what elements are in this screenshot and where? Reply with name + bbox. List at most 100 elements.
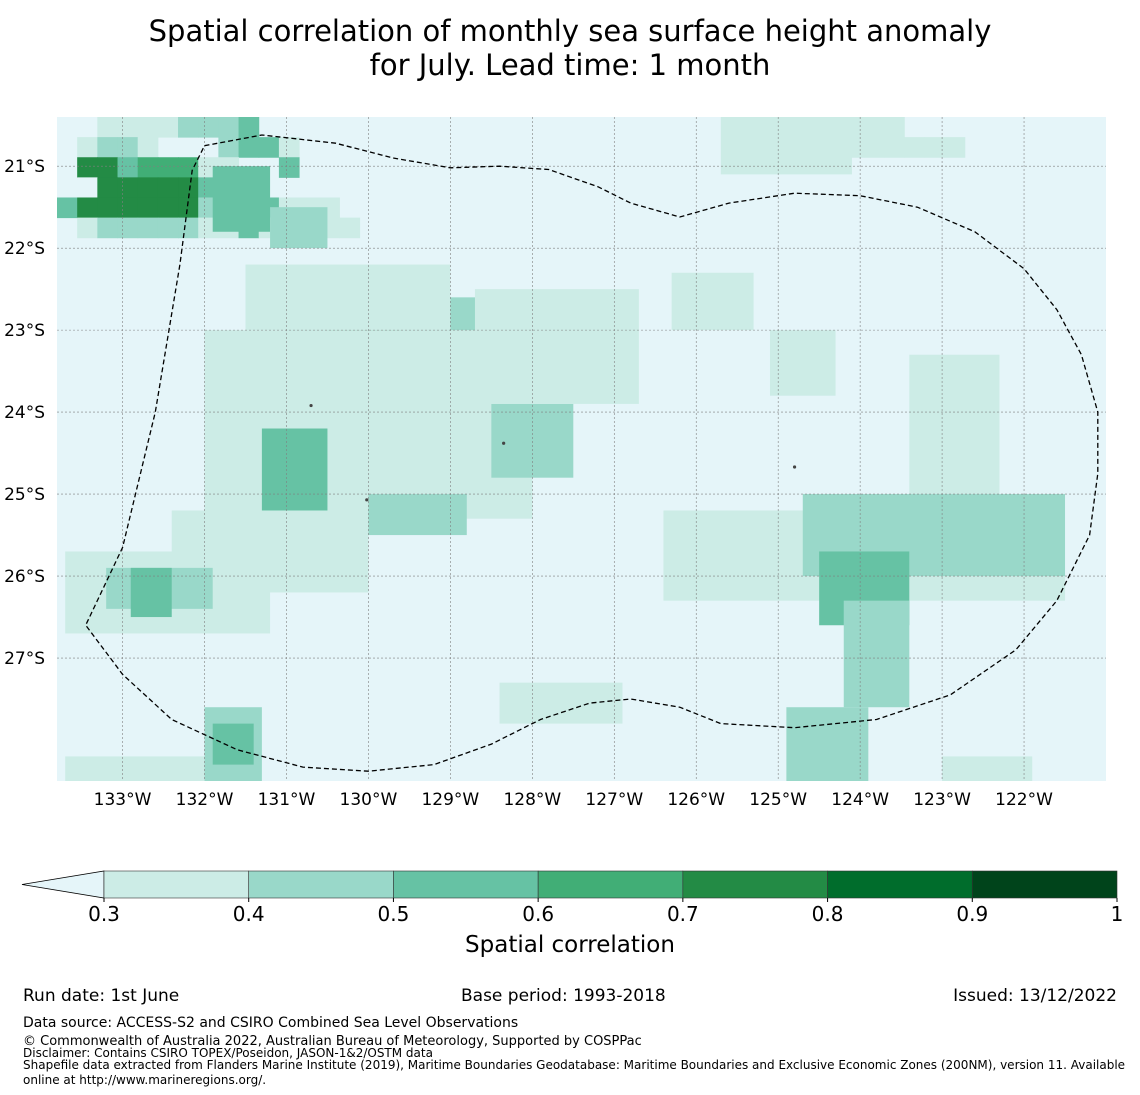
x-tick-label: 131°W <box>258 790 316 810</box>
correlation-cell <box>157 157 179 178</box>
base-period: Base period: 1993-2018 <box>461 986 666 1006</box>
correlation-patch <box>65 756 205 781</box>
y-tick-label: 22°S <box>4 239 45 259</box>
issued-date: Issued: 13/12/2022 <box>953 986 1117 1006</box>
correlation-cell <box>238 137 260 158</box>
copyright-notice: © Commonwealth of Australia 2022, Austra… <box>23 1034 642 1049</box>
correlation-cell <box>117 177 139 198</box>
correlation-cell <box>117 217 139 239</box>
colorbar-swatch <box>682 870 828 899</box>
x-tick-label: 125°W <box>749 790 807 810</box>
data-source: Data source: ACCESS-S2 and CSIRO Combine… <box>23 1015 519 1031</box>
colorbar-tick-label: 0.6 <box>522 902 554 926</box>
correlation-cell <box>137 137 159 158</box>
correlation-patch <box>942 756 1033 781</box>
correlation-patch <box>499 682 623 724</box>
correlation-cell <box>238 117 260 138</box>
x-tick-label: 132°W <box>176 790 234 810</box>
correlation-cell <box>863 117 885 138</box>
colorbar-tick-label: 0.7 <box>667 902 699 926</box>
correlation-cell <box>944 137 966 158</box>
correlation-cell <box>137 177 159 198</box>
correlation-patch <box>245 264 451 331</box>
island-marker <box>502 441 506 445</box>
correlation-patch <box>769 330 836 396</box>
correlation-cell <box>339 217 361 239</box>
correlation-cell <box>117 157 139 178</box>
eez-boundary <box>84 134 1099 772</box>
correlation-cell <box>884 117 905 138</box>
correlation-cell <box>218 137 240 158</box>
correlation-cell <box>178 197 199 219</box>
correlation-cell <box>157 197 179 219</box>
correlation-cell <box>97 177 119 198</box>
y-tick-label: 21°S <box>4 157 45 177</box>
y-tick-label: 26°S <box>4 567 45 587</box>
correlation-cell <box>137 157 159 178</box>
correlation-patch <box>474 289 639 404</box>
correlation-patch <box>368 494 467 536</box>
gridlines <box>57 117 1106 781</box>
x-tick-label: 129°W <box>421 790 479 810</box>
correlation-cell <box>97 157 119 178</box>
correlation-cell <box>77 157 98 178</box>
colorbar-tick-label: 0.4 <box>233 902 265 926</box>
correlation-cell <box>137 217 159 239</box>
colorbar-swatch <box>537 870 684 899</box>
correlation-patch <box>212 723 254 765</box>
colorbar-swatch <box>103 870 250 899</box>
correlation-cell <box>924 137 946 158</box>
colorbar-swatch <box>827 870 973 899</box>
colorbar-swatch <box>248 870 394 899</box>
x-tick-label: 124°W <box>831 790 889 810</box>
correlation-cell <box>198 117 219 138</box>
correlation-cell <box>904 137 925 158</box>
shapefile-credit-line-1: Shapefile data extracted from Flanders M… <box>23 1058 1126 1072</box>
correlation-patch <box>130 567 172 618</box>
correlation-patch <box>212 166 271 232</box>
y-tick-label: 25°S <box>4 485 45 505</box>
correlation-cell <box>117 197 139 219</box>
y-tick-label: 24°S <box>4 403 45 423</box>
x-tick-label: 127°W <box>585 790 643 810</box>
x-tick-label: 123°W <box>913 790 971 810</box>
x-tick-label: 122°W <box>995 790 1053 810</box>
correlation-patch <box>720 117 852 175</box>
correlation-patch <box>270 207 328 249</box>
colorbar-tick-label: 0.8 <box>812 902 844 926</box>
colorbar-label: Spatial correlation <box>465 932 675 958</box>
y-tick-label: 27°S <box>4 649 45 669</box>
correlation-cell <box>157 217 179 239</box>
correlation-cell <box>117 137 139 158</box>
correlation-cell <box>57 197 78 219</box>
correlation-cell <box>97 117 119 138</box>
correlation-cell <box>178 217 199 239</box>
shapefile-credit-line-2: online at http://www.marineregions.org/. <box>23 1073 267 1087</box>
chart-title-line-2: for July. Lead time: 1 month <box>369 48 771 82</box>
correlation-patch <box>909 354 1000 495</box>
correlation-cell <box>178 117 199 138</box>
correlation-cell <box>178 177 199 198</box>
x-tick-label: 133°W <box>94 790 152 810</box>
correlation-cell <box>97 137 119 158</box>
correlation-cell <box>178 157 199 178</box>
correlation-cell <box>77 177 98 198</box>
correlation-cell <box>258 137 280 158</box>
colorbar-tick-label: 1 <box>1111 902 1124 926</box>
run-date: Run date: 1st June <box>23 986 180 1006</box>
correlation-map: 133°W 132°W 131°W 130°W 129°W 128°W 127°W 126°W… <box>4 117 1106 810</box>
correlation-cell <box>863 137 885 158</box>
correlation-cell <box>157 117 179 138</box>
correlation-cell <box>77 197 98 219</box>
y-tick-label: 23°S <box>4 321 45 341</box>
correlation-cell <box>77 137 98 158</box>
correlation-cell <box>137 117 159 138</box>
disclaimer: Disclaimer: Contains CSIRO TOPEX/Poseido… <box>23 1046 433 1060</box>
correlation-cell <box>77 217 98 239</box>
island-marker <box>309 403 313 408</box>
correlation-cell <box>884 137 905 158</box>
x-tick-label: 126°W <box>667 790 725 810</box>
correlation-patch <box>671 272 754 331</box>
colorbar-swatch <box>393 870 539 899</box>
chart-title: Spatial correlation of monthly sea surfa… <box>0 14 1140 82</box>
